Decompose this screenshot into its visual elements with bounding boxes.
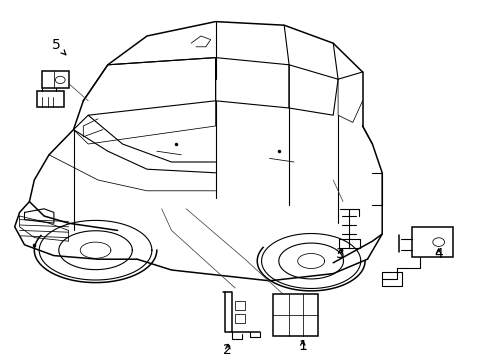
Text: 5: 5 bbox=[52, 38, 66, 55]
Bar bbox=[235, 314, 245, 323]
Bar bbox=[273, 294, 318, 336]
Text: 2: 2 bbox=[223, 343, 232, 357]
Bar bbox=[235, 301, 245, 310]
Bar bbox=[42, 71, 69, 88]
Bar bbox=[37, 91, 64, 107]
Bar bbox=[412, 227, 453, 257]
Text: 4: 4 bbox=[434, 247, 443, 261]
Text: 3: 3 bbox=[336, 247, 345, 261]
Text: 1: 1 bbox=[298, 339, 307, 353]
